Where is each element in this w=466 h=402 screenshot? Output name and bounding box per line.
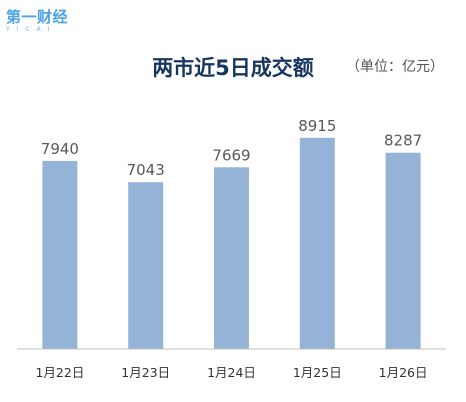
chart-title: 两市近5日成交额 xyxy=(152,56,314,80)
unit-label: （单位：亿元） xyxy=(346,59,444,75)
bar-2 xyxy=(128,182,164,349)
bar-4 xyxy=(299,137,335,349)
data-label-4: 8915 xyxy=(298,117,336,135)
x-tick-label-3: 1月24日 xyxy=(207,365,256,380)
x-tick-label-4: 1月25日 xyxy=(293,365,342,380)
data-label-5: 8287 xyxy=(384,132,422,150)
x-tick-label-5: 1月26日 xyxy=(379,365,428,380)
logo-subtext: YICAI xyxy=(6,26,57,33)
data-label-2: 7043 xyxy=(127,161,165,179)
data-label-1: 7940 xyxy=(41,140,79,158)
yicai-logo: 第一财经 YICAI xyxy=(6,6,68,33)
bar-3 xyxy=(214,167,249,349)
bar-5 xyxy=(385,152,421,349)
logo-text: 第一财经 xyxy=(6,8,69,26)
data-label-3: 7669 xyxy=(212,146,250,164)
bar-1 xyxy=(42,160,78,349)
x-tick-label-1: 1月22日 xyxy=(35,365,84,380)
x-tick-label-2: 1月23日 xyxy=(121,365,170,380)
